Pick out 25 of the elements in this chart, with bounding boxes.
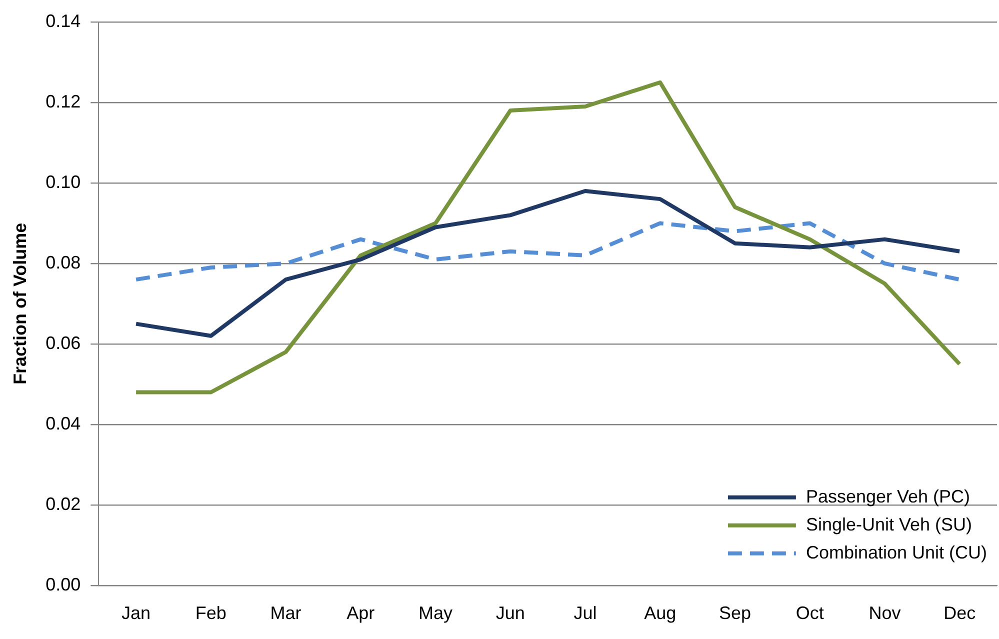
y-tick-label: 0.06: [46, 332, 81, 353]
x-tick-label: Nov: [868, 603, 901, 624]
x-tick-label: Jun: [496, 603, 525, 624]
line-series: [134, 221, 962, 282]
y-tick-label: 0.12: [46, 91, 81, 112]
x-tick-label: Jan: [122, 603, 151, 624]
x-tick-label: Apr: [346, 603, 375, 624]
y-tick-label: 0.02: [46, 494, 81, 514]
legend-label: Combination Unit (CU): [806, 542, 988, 562]
x-tick-label: Feb: [195, 603, 226, 624]
y-tick-label: 0.14: [46, 10, 81, 31]
x-tick-label: Dec: [944, 603, 976, 624]
legend-label: Passenger Veh (PC): [806, 486, 970, 506]
y-tick-label: 0.00: [46, 574, 81, 594]
x-tick-label: Oct: [796, 603, 824, 624]
legend-label: Single-Unit Veh (SU): [806, 514, 972, 534]
x-tick-label: Mar: [270, 603, 302, 624]
y-axis-title: Fraction of Volume: [10, 222, 30, 385]
x-tick-label: Jul: [574, 603, 597, 624]
y-tick-label: 0.04: [46, 413, 81, 434]
y-tick-label: 0.08: [46, 252, 81, 272]
x-tick-label: Aug: [644, 603, 676, 624]
x-tick-label: May: [418, 603, 453, 624]
x-tick-label: Sep: [718, 603, 751, 624]
y-tick-label: 0.10: [46, 172, 81, 192]
